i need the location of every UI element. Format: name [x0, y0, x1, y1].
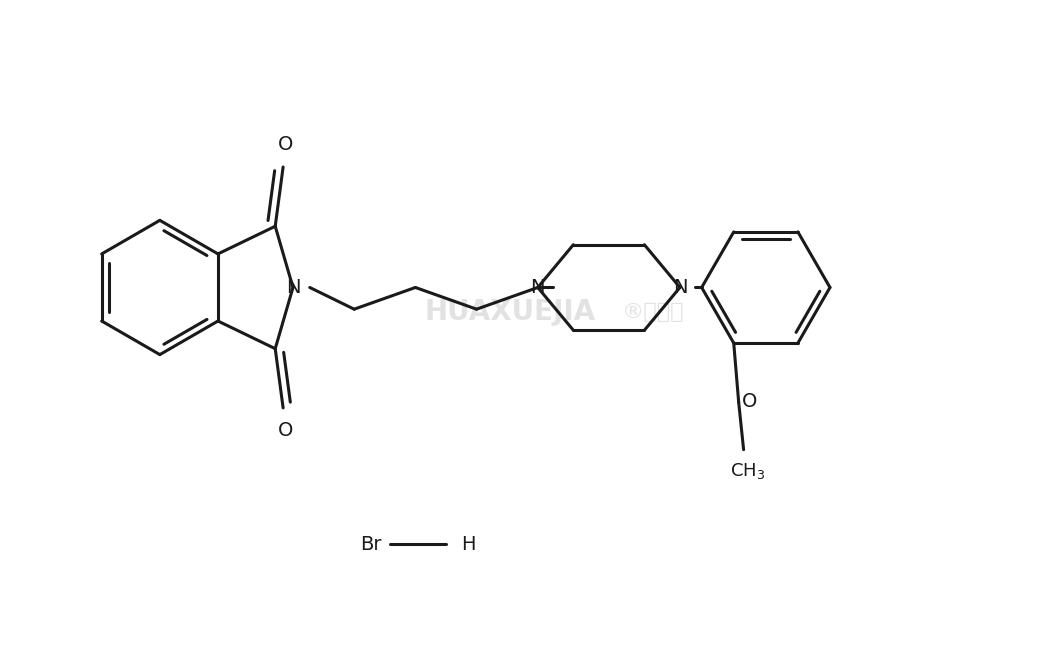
Text: HUAXUEJIA: HUAXUEJIA: [424, 298, 596, 326]
Text: N: N: [673, 278, 688, 297]
Text: H: H: [460, 534, 475, 554]
Text: O: O: [277, 135, 293, 154]
Text: Br: Br: [361, 534, 382, 554]
Text: O: O: [277, 421, 293, 440]
Text: ®化学加: ®化学加: [622, 302, 684, 322]
Text: N: N: [285, 278, 300, 297]
Text: CH$_3$: CH$_3$: [730, 461, 765, 481]
Text: O: O: [742, 392, 756, 411]
Text: N: N: [530, 278, 545, 297]
